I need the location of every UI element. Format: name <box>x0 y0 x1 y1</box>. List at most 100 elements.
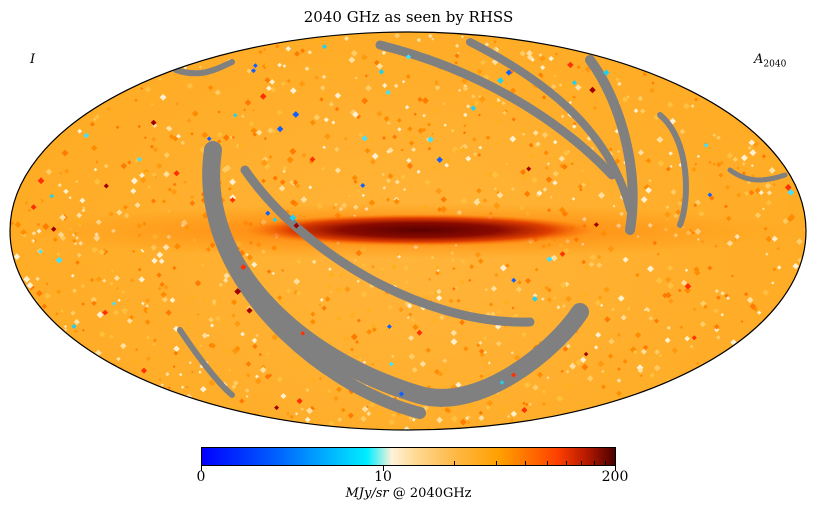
noise-pixel <box>294 50 300 57</box>
noise-pixel <box>145 356 151 362</box>
noise-pixel <box>218 282 224 288</box>
colorbar-minor-tick <box>547 461 548 466</box>
noise-pixel <box>340 407 346 413</box>
noise-pixel <box>321 166 326 171</box>
noise-pixel <box>714 327 720 333</box>
noise-pixel <box>600 384 606 390</box>
noise-pixel <box>556 305 561 310</box>
noise-pixel <box>35 276 40 282</box>
noise-pixel <box>503 299 510 306</box>
colorbar-minor-tick <box>525 461 526 466</box>
noise-pixel <box>684 335 690 342</box>
outlier-pixel <box>526 166 532 172</box>
outlier-pixel <box>206 136 212 142</box>
outlier-pixel <box>691 335 697 341</box>
noise-pixel <box>198 65 202 69</box>
noise-pixel <box>463 346 469 352</box>
noise-pixel <box>169 297 176 304</box>
noise-pixel <box>296 290 302 296</box>
noise-pixel <box>376 110 383 117</box>
colorbar-minor-tick <box>454 461 455 466</box>
noise-pixel <box>328 420 335 427</box>
noise-pixel <box>163 170 170 178</box>
noise-pixel <box>137 124 142 129</box>
noise-pixel <box>476 68 483 75</box>
noise-pixel <box>281 268 285 272</box>
noise-pixel <box>746 296 754 304</box>
outlier-pixel <box>427 136 434 143</box>
noise-pixel <box>61 149 69 157</box>
noise-pixel <box>194 279 202 287</box>
noise-pixel <box>207 84 214 91</box>
noise-pixel <box>96 311 104 319</box>
noise-pixel <box>252 108 256 112</box>
noise-pixel <box>540 65 546 71</box>
noise-pixel <box>339 182 343 187</box>
noise-pixel <box>64 328 68 332</box>
noise-pixel <box>139 172 145 179</box>
noise-pixel <box>565 383 574 391</box>
noise-pixel <box>713 323 720 330</box>
noise-pixel <box>581 363 589 371</box>
noise-pixel <box>471 94 476 99</box>
noise-pixel <box>684 286 692 294</box>
noise-pixel <box>82 206 86 210</box>
noise-pixel <box>279 179 286 185</box>
colorbar-minor-tick <box>566 461 567 466</box>
noise-pixel <box>387 305 393 311</box>
noise-pixel <box>750 164 754 168</box>
noise-pixel <box>175 101 180 106</box>
noise-pixel <box>749 140 753 144</box>
noise-pixel <box>130 278 135 283</box>
noise-pixel <box>45 282 49 286</box>
noise-pixel <box>599 303 604 308</box>
noise-pixel <box>604 372 610 378</box>
noise-pixel <box>465 155 472 162</box>
noise-pixel <box>411 147 417 153</box>
noise-pixel <box>216 131 223 138</box>
noise-pixel <box>263 137 267 141</box>
noise-pixel <box>366 329 372 335</box>
noise-pixel <box>537 371 544 378</box>
noise-pixel <box>237 142 244 150</box>
noise-pixel <box>200 386 207 393</box>
noise-pixel <box>451 415 458 423</box>
noise-pixel <box>362 360 367 364</box>
noise-pixel <box>231 135 236 139</box>
noise-pixel <box>667 265 674 272</box>
colorbar-min-label: 0 <box>196 469 206 485</box>
noise-pixel <box>452 286 456 291</box>
noise-pixel <box>615 77 620 82</box>
noise-pixel <box>479 352 485 358</box>
noise-pixel <box>120 162 127 170</box>
noise-pixel <box>611 307 615 312</box>
noise-pixel <box>630 307 635 312</box>
noise-pixel <box>145 304 150 308</box>
noise-pixel <box>335 315 343 322</box>
noise-pixel <box>185 319 192 326</box>
noise-pixel <box>488 302 494 307</box>
noise-pixel <box>494 272 499 278</box>
noise-pixel <box>228 368 232 372</box>
noise-pixel <box>410 318 416 323</box>
outlier-pixel <box>497 77 504 84</box>
noise-pixel <box>371 264 375 269</box>
noise-pixel <box>73 318 80 326</box>
noise-pixel <box>289 414 294 419</box>
noise-pixel <box>173 345 180 353</box>
noise-pixel <box>459 418 467 426</box>
noise-pixel <box>780 289 787 295</box>
noise-pixel <box>144 319 151 325</box>
noise-pixel <box>143 171 150 177</box>
noise-pixel <box>579 187 583 192</box>
noise-pixel <box>546 162 551 166</box>
noise-pixel <box>560 114 565 119</box>
noise-pixel <box>724 314 729 320</box>
noise-pixel <box>361 97 369 105</box>
noise-pixel <box>139 176 147 184</box>
noise-pixel <box>434 84 441 91</box>
noise-pixel <box>757 310 762 315</box>
noise-pixel <box>640 196 648 203</box>
noise-pixel <box>328 101 334 107</box>
noise-pixel <box>234 345 241 352</box>
